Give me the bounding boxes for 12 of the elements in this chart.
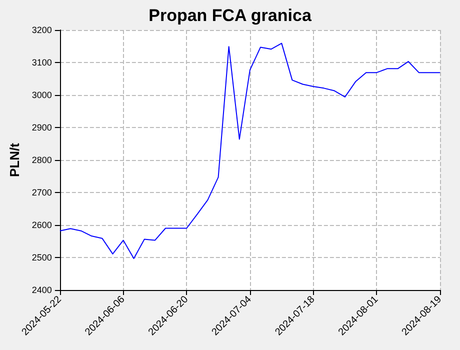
y-tick-label: 2900 (32, 122, 52, 132)
y-tick-label: 3200 (32, 25, 52, 35)
y-tick-label: 2800 (32, 155, 52, 165)
y-tick-label: 3000 (32, 90, 52, 100)
y-tick-label: 3100 (32, 58, 52, 68)
chart-title: Propan FCA granica (148, 6, 312, 25)
y-tick-label: 2600 (32, 220, 52, 230)
y-tick-label: 2700 (32, 188, 52, 198)
y-axis-title: PLN/t (7, 142, 22, 177)
line-series (59, 42, 440, 259)
y-tick-label: 2400 (32, 285, 52, 295)
y-tick-label: 2500 (32, 252, 52, 262)
